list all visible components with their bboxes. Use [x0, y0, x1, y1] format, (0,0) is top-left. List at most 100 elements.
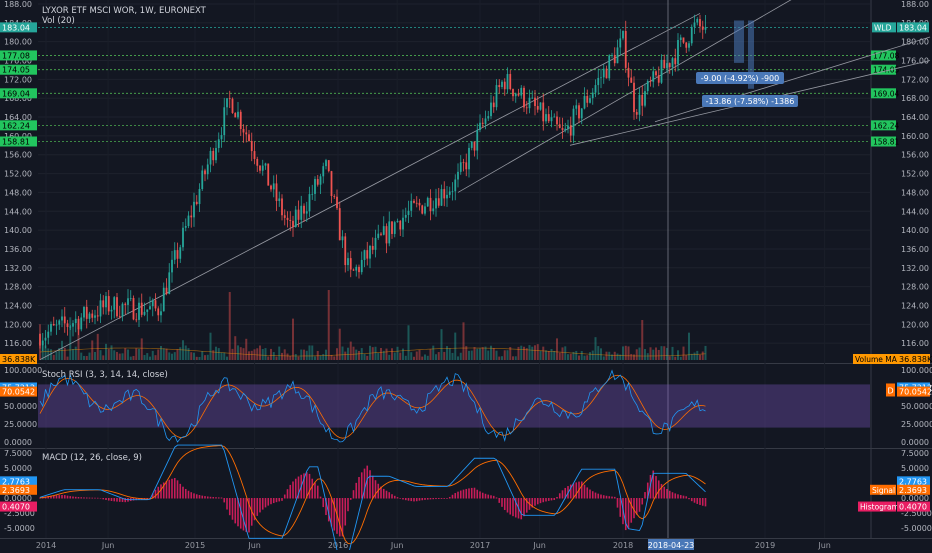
macd-histogram-bar — [341, 498, 344, 537]
volume-bar — [171, 353, 173, 360]
volume-bar — [349, 341, 352, 360]
volume-bar — [446, 346, 448, 360]
candle-body — [424, 206, 426, 214]
macd-histogram-bar — [605, 495, 608, 499]
level-tag-left — [0, 88, 37, 99]
macd-histogram-bar — [506, 498, 509, 513]
volume-bar — [465, 346, 468, 360]
level-tag-right-label: 169.04 — [873, 89, 899, 98]
macd-histogram-bar — [531, 498, 534, 508]
volume-bar — [341, 346, 344, 360]
macd-histogram-bar — [289, 484, 292, 499]
macd-histogram-bar — [690, 498, 693, 502]
candle-body — [446, 194, 448, 199]
stoch-rsi-legend: Stoch RSI (3, 3, 14, 14, close) — [42, 370, 168, 380]
macd-histogram-bar — [371, 475, 374, 499]
macd-histogram-bar — [272, 498, 275, 504]
macd-histogram-bar — [399, 498, 402, 499]
macd-histogram-bar — [468, 488, 470, 499]
macd-histogram-bar — [151, 493, 154, 499]
candle-body — [184, 226, 187, 228]
volume-bar — [380, 347, 382, 360]
volume-bar — [426, 355, 429, 360]
macd-histogram-bar — [193, 493, 195, 499]
volume-bar — [201, 351, 204, 360]
volume-bar — [80, 352, 83, 360]
candle-body — [561, 127, 564, 131]
volume-bar — [580, 351, 583, 360]
macd-histogram-bar — [624, 498, 627, 531]
candle-body — [553, 116, 556, 118]
candle-body — [253, 151, 256, 159]
volume-bar — [168, 352, 171, 360]
macd-histogram-bar — [261, 498, 264, 510]
candle-body — [613, 55, 616, 64]
macd-histogram-bar — [586, 487, 589, 499]
candle-body — [633, 82, 635, 113]
candle-body — [300, 205, 303, 220]
macd-histogram-bar — [448, 496, 451, 499]
candle-body — [487, 116, 490, 119]
candle-body — [459, 162, 462, 172]
macd-histogram-bar — [275, 498, 278, 503]
candle-body — [138, 302, 140, 320]
candle-body — [39, 333, 41, 346]
volume-bar — [451, 352, 454, 360]
candle-body — [102, 300, 105, 308]
volume-ma-tag — [853, 354, 897, 364]
macd-histogram-bar — [704, 498, 707, 507]
volume-bar — [652, 349, 655, 360]
macd-histogram-bar — [311, 478, 314, 499]
candle-body — [564, 128, 567, 131]
candle-body — [627, 67, 630, 78]
candle-body — [512, 89, 514, 97]
volume-bar — [308, 345, 311, 360]
candle-body — [682, 37, 685, 43]
volume-bar — [608, 351, 611, 360]
candle-body — [360, 259, 363, 273]
macd-histogram-bar — [391, 494, 393, 499]
candle-body — [534, 97, 536, 107]
volume-bar — [237, 345, 239, 360]
volume-bar — [344, 351, 347, 360]
candle-body — [333, 195, 336, 197]
volume-bar — [644, 349, 646, 360]
volume-bar — [52, 354, 55, 360]
volume-bar — [602, 356, 605, 360]
volume-bar — [297, 356, 300, 360]
candle-body — [209, 150, 212, 165]
stoch-d-marker — [886, 383, 895, 397]
volume-bar — [162, 348, 165, 360]
macd-histogram-bar — [239, 498, 242, 529]
volume-bar — [281, 352, 283, 360]
candle-body — [644, 91, 646, 106]
candle-body — [228, 98, 231, 100]
candle-body — [591, 92, 594, 99]
volume-bar — [646, 353, 649, 360]
volume-bar — [223, 352, 226, 360]
volume-bar — [165, 348, 168, 360]
volume-bar — [58, 348, 61, 360]
macd-line — [39, 444, 706, 553]
candle-body — [371, 245, 374, 250]
macd-histogram-bar — [495, 497, 498, 499]
macd-histogram-bar — [349, 498, 352, 500]
price-tick-label-left: 172.00 — [4, 75, 32, 84]
candle-body — [212, 150, 215, 161]
macd-histogram-bar — [83, 497, 85, 499]
volume-bar — [377, 353, 380, 360]
macd-histogram-bar — [270, 498, 272, 505]
signal-name-label: Signal — [872, 486, 895, 495]
cursor-date-tag — [648, 539, 694, 550]
candle-body — [61, 316, 63, 321]
macd-histogram-bar — [550, 498, 553, 501]
volume-bar — [525, 348, 528, 360]
macd-histogram-bar — [88, 497, 91, 499]
candle-body — [223, 107, 226, 136]
candle-body — [336, 196, 338, 209]
volume-bar — [553, 351, 556, 360]
volume-bar — [355, 349, 358, 360]
candle-body — [140, 302, 143, 315]
